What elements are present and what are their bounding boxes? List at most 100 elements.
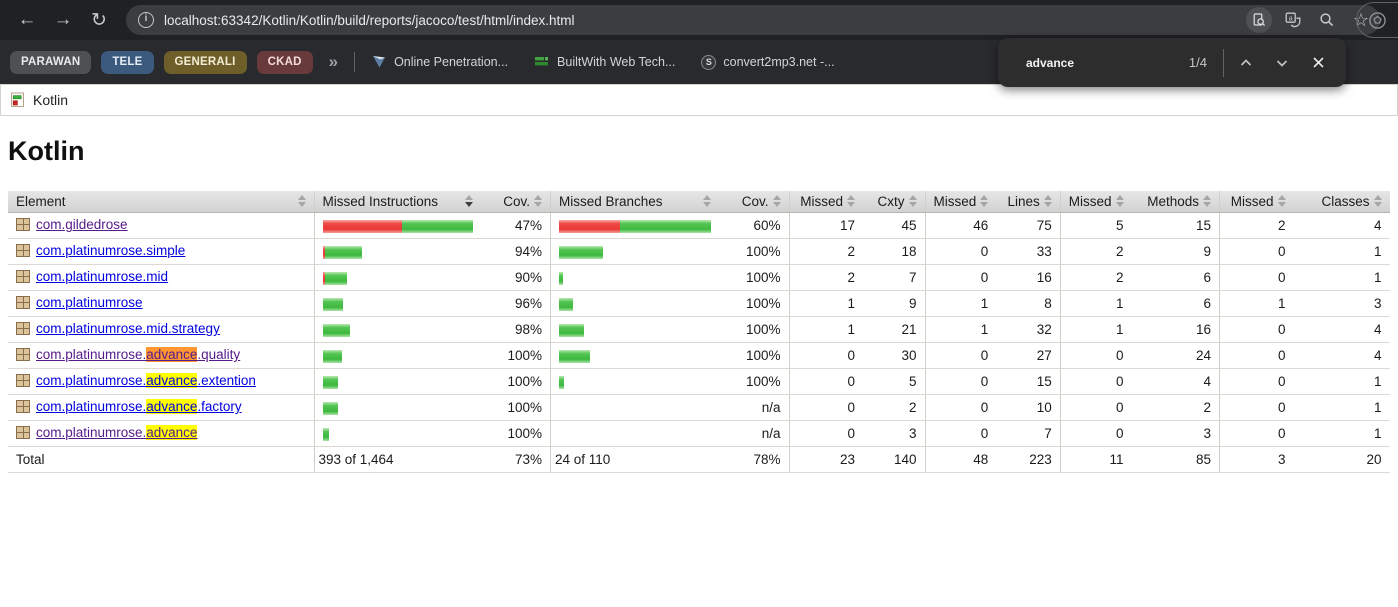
find-previous-icon[interactable] [1228, 45, 1264, 81]
bookmarks-overflow-chevron-icon[interactable]: » [328, 52, 339, 71]
url-bar[interactable]: i localhost:63342/Kotlin/Kotlin/build/re… [126, 5, 1380, 35]
lines-cell: 27 [996, 342, 1061, 370]
package-link[interactable]: com.platinumrose.mid.strategy [16, 321, 220, 336]
package-link[interactable]: com.platinumrose [16, 295, 143, 310]
forward-icon[interactable]: → [53, 9, 73, 30]
svg-text:a: a [1289, 15, 1293, 22]
col-header-lines-8[interactable]: Lines [996, 190, 1061, 214]
package-link[interactable]: com.platinumrose.mid [16, 269, 168, 284]
instructions-coverage-cell: 98% [480, 316, 551, 344]
total-missed-cxty-cell: 23 [788, 446, 863, 474]
sort-icon [297, 195, 306, 208]
missed-instructions-bar-cell [313, 368, 481, 396]
col-header-element-0[interactable]: Element [8, 190, 314, 214]
branches-coverage-cell: n/a [719, 394, 789, 422]
cxty-cell: 3 [863, 420, 925, 448]
tab-group-chip-tele[interactable]: TELE [101, 50, 154, 74]
col-header-missed-5[interactable]: Missed [788, 190, 863, 214]
missed-classes-cell: 0 [1219, 264, 1294, 292]
missed-branches-bar-cell [550, 368, 719, 396]
lines-cell: 15 [996, 368, 1061, 396]
table-row: com.platinumrose.advance 100% n/a 0 3 0 7 0 3 0 1 [8, 420, 1390, 448]
site-info-icon[interactable]: i [138, 12, 154, 28]
missed-methods-cell: 1 [1059, 316, 1132, 344]
col-header-label: Cov. [503, 193, 530, 209]
find-match-highlight: advance [146, 399, 198, 415]
missed-branches-bar-cell [550, 316, 719, 344]
sort-icon [1043, 195, 1052, 208]
total-methods-cell: 85 [1131, 446, 1220, 474]
bookmark-item[interactable]: Online Penetration... [365, 54, 514, 70]
instructions-coverage-cell: 100% [480, 342, 551, 370]
col-header-cxty-6[interactable]: Cxty [863, 190, 925, 214]
col-header-missed-9[interactable]: Missed [1059, 190, 1132, 214]
classes-cell: 4 [1293, 212, 1390, 240]
tab-group-chip-ckad[interactable]: CKAD [256, 50, 313, 74]
methods-cell: 9 [1131, 238, 1220, 266]
cxty-cell: 21 [863, 316, 925, 344]
branches-coverage-cell: 100% [719, 368, 789, 396]
col-header-cov--2[interactable]: Cov. [480, 190, 551, 214]
profile-icon[interactable] [1356, 2, 1398, 38]
missed-cxty-cell: 2 [788, 264, 863, 292]
col-header-methods-10[interactable]: Methods [1131, 190, 1220, 214]
bookmark-item[interactable]: BuiltWith Web Tech... [528, 54, 681, 70]
convert-favicon: S [701, 54, 717, 70]
missed-instructions-bar-cell [313, 394, 481, 422]
package-link[interactable]: com.platinumrose.advance.extention [16, 373, 256, 389]
find-next-icon[interactable] [1264, 45, 1300, 81]
missed-classes-cell: 2 [1219, 212, 1294, 240]
tab-group-chip-generali[interactable]: GENERALI [163, 50, 247, 74]
reading-mode-icon[interactable] [1246, 7, 1272, 33]
package-link[interactable]: com.platinumrose.simple [16, 243, 185, 258]
missed-instructions-bar-cell [313, 420, 481, 448]
find-close-icon[interactable] [1300, 45, 1336, 81]
zoom-icon[interactable] [1314, 7, 1340, 33]
total-instructions-cell: 393 of 1,464 [313, 446, 481, 474]
find-match-highlight: advance [146, 425, 198, 441]
col-header-missed-11[interactable]: Missed [1219, 190, 1294, 214]
lines-cell: 75 [996, 212, 1061, 240]
missed-instructions-bar-cell [313, 290, 481, 318]
total-missed-lines-cell: 48 [924, 446, 997, 474]
missed-lines-cell: 0 [924, 342, 997, 370]
package-link[interactable]: com.gildedrose [16, 217, 128, 232]
col-header-classes-12[interactable]: Classes [1293, 190, 1390, 214]
missed-branches-bar-cell [550, 212, 719, 240]
missed-branches-bar-cell [550, 420, 719, 448]
col-header-missed-branches-3[interactable]: Missed Branches [550, 190, 719, 214]
sort-icon [980, 195, 989, 208]
missed-methods-cell: 0 [1059, 420, 1132, 448]
col-header-missed-7[interactable]: Missed [924, 190, 997, 214]
tab-group-chip-parawan[interactable]: PARAWAN [10, 50, 92, 74]
package-link[interactable]: com.platinumrose.advance.factory [16, 399, 242, 415]
session-report-icon [11, 92, 24, 107]
classes-cell: 1 [1293, 368, 1390, 396]
package-icon [16, 322, 30, 336]
sort-icon [908, 195, 917, 208]
missed-methods-cell: 2 [1059, 238, 1132, 266]
instructions-coverage-cell: 94% [480, 238, 551, 266]
table-row: com.platinumrose.advance.quality 100% 100%… [8, 342, 1390, 370]
cxty-cell: 2 [863, 394, 925, 422]
find-query-input[interactable]: advance [1026, 55, 1075, 70]
reload-icon[interactable]: ↻ [91, 9, 107, 31]
package-link[interactable]: com.platinumrose.advance [16, 425, 198, 441]
package-link[interactable]: com.platinumrose.advance.quality [16, 347, 240, 363]
methods-cell: 15 [1131, 212, 1220, 240]
breadcrumb-label: Kotlin [33, 92, 69, 108]
col-header-label: Missed [800, 193, 843, 209]
translate-icon[interactable]: a [1280, 7, 1306, 33]
missed-branches-bar-cell [550, 342, 719, 370]
missed-instructions-bar-cell [313, 264, 481, 292]
back-icon[interactable]: ← [17, 9, 37, 30]
col-header-missed-instructions-1[interactable]: Missed Instructions [313, 190, 481, 214]
col-header-label: Missed [933, 193, 977, 209]
missed-instructions-bar-cell [313, 238, 481, 266]
browser-toolbar: ← → ↻ i localhost:63342/Kotlin/Kotlin/bu… [0, 0, 1398, 40]
missed-branches-bar-cell [550, 290, 719, 318]
col-header-cov--4[interactable]: Cov. [719, 190, 789, 214]
classes-cell: 1 [1293, 420, 1390, 448]
total-lines-cell: 223 [996, 446, 1061, 474]
